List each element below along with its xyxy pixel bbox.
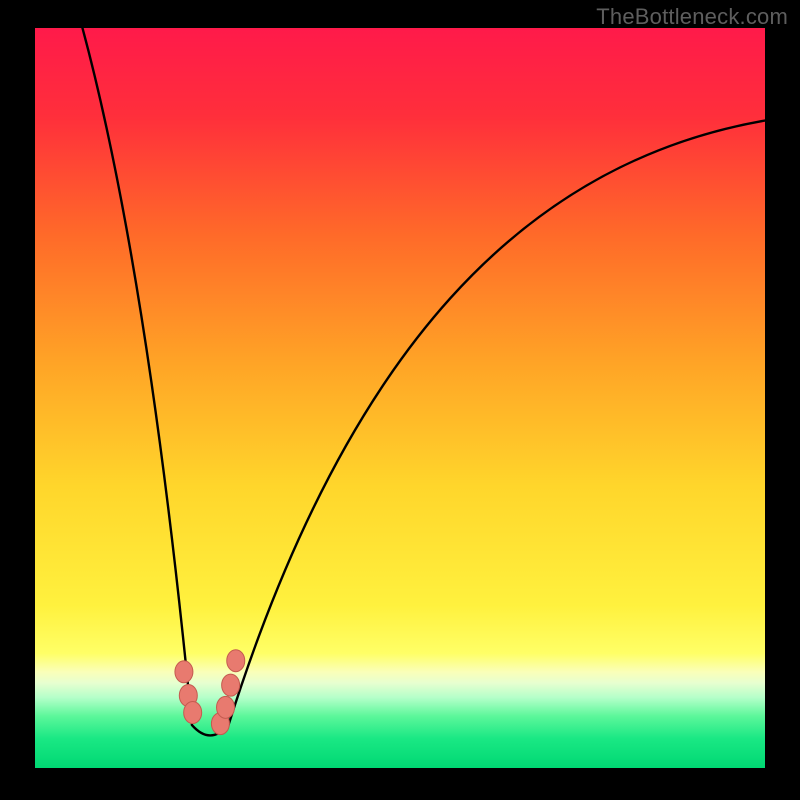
watermark-text: TheBottleneck.com (596, 4, 788, 30)
datapoint-marker (175, 661, 193, 683)
chart-svg (35, 28, 765, 768)
datapoint-marker (184, 702, 202, 724)
chart-container: TheBottleneck.com (0, 0, 800, 800)
datapoint-marker (227, 650, 245, 672)
plot-area (35, 28, 765, 768)
datapoint-marker (217, 696, 235, 718)
datapoint-marker (222, 674, 240, 696)
